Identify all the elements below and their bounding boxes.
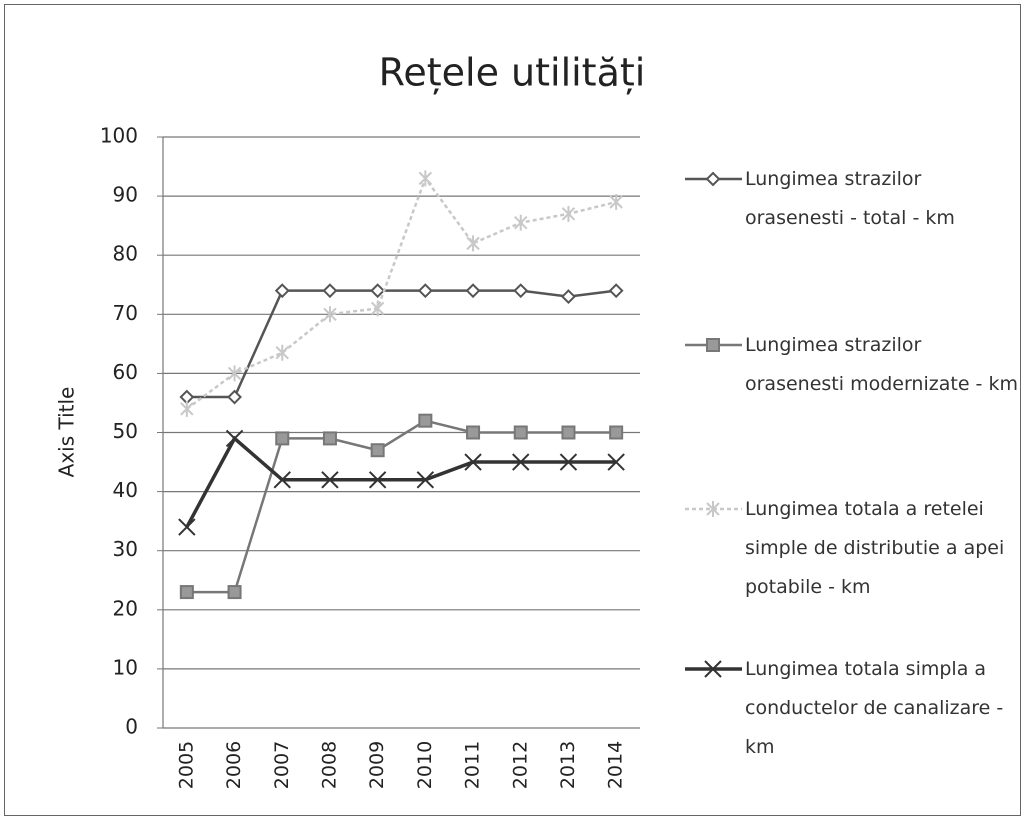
marker [275, 344, 289, 361]
series-line [186, 419, 617, 594]
marker [370, 283, 386, 299]
marker [322, 431, 337, 446]
x-tick-label: 2008 [318, 741, 340, 789]
y-tick-label: 40 [113, 478, 138, 502]
marker [609, 194, 623, 211]
marker [561, 425, 576, 440]
marker [706, 501, 720, 517]
y-tick-label: 10 [113, 655, 138, 679]
marker [178, 518, 196, 536]
marker [704, 660, 722, 678]
marker [322, 283, 338, 299]
marker [514, 214, 528, 231]
marker [273, 471, 291, 489]
legend-entry: Lungimea strazilor orasenesti modernizat… [745, 334, 1018, 395]
marker [466, 425, 481, 440]
marker [418, 413, 433, 428]
marker [368, 471, 387, 489]
marker [321, 471, 339, 489]
y-tick-label: 30 [113, 537, 138, 561]
chart-title: Rețele utilități [379, 51, 646, 95]
marker [608, 283, 624, 299]
y-tick-label: 70 [113, 301, 138, 325]
y-tick-label: 60 [113, 360, 138, 384]
marker [225, 429, 244, 448]
series-line [186, 175, 617, 410]
marker [706, 338, 720, 352]
y-tick-label: 50 [113, 419, 138, 443]
marker [227, 365, 242, 382]
series-line [185, 435, 617, 528]
marker [561, 205, 576, 222]
legend-entry: Lungimea strazilor orasenesti - total - … [745, 168, 955, 229]
marker [416, 471, 435, 489]
y-tick-label: 90 [113, 183, 138, 207]
marker [464, 453, 482, 471]
chart-frame [4, 4, 1021, 816]
y-tick-label: 100 [100, 124, 138, 148]
y-tick-label: 0 [125, 715, 138, 739]
marker [417, 283, 433, 299]
marker [513, 425, 528, 440]
marker [705, 171, 721, 187]
marker [559, 453, 578, 471]
x-tick-label: 2009 [366, 741, 388, 789]
marker [227, 389, 242, 405]
series-line [186, 289, 617, 399]
y-tick-label: 20 [113, 596, 138, 620]
legend-entry: Lungimea totala a retelei simple de dist… [745, 498, 1005, 598]
marker [180, 400, 194, 417]
marker [323, 306, 337, 323]
marker [227, 585, 242, 600]
marker [466, 235, 480, 252]
marker [275, 431, 290, 446]
marker [370, 300, 385, 317]
x-tick-label: 2011 [462, 741, 484, 789]
x-tick-label: 2014 [605, 741, 627, 789]
x-tick-label: 2005 [175, 741, 197, 789]
x-tick-label: 2013 [557, 741, 579, 789]
marker [274, 283, 290, 299]
marker [418, 170, 433, 187]
x-tick-label: 2012 [509, 741, 531, 789]
marker [370, 443, 385, 458]
marker [179, 585, 194, 600]
marker [607, 453, 625, 471]
legend-entry: Lungimea totala simpla a conductelor de … [745, 658, 1004, 758]
marker [512, 453, 530, 471]
marker [561, 289, 576, 304]
x-tick-label: 2007 [271, 741, 293, 789]
y-axis-title: Axis Title [55, 387, 79, 478]
y-tick-label: 80 [113, 242, 138, 266]
marker [513, 283, 529, 299]
marker [609, 425, 624, 440]
x-tick-label: 2006 [223, 741, 245, 789]
marker [465, 283, 481, 299]
x-tick-label: 2010 [414, 741, 436, 789]
